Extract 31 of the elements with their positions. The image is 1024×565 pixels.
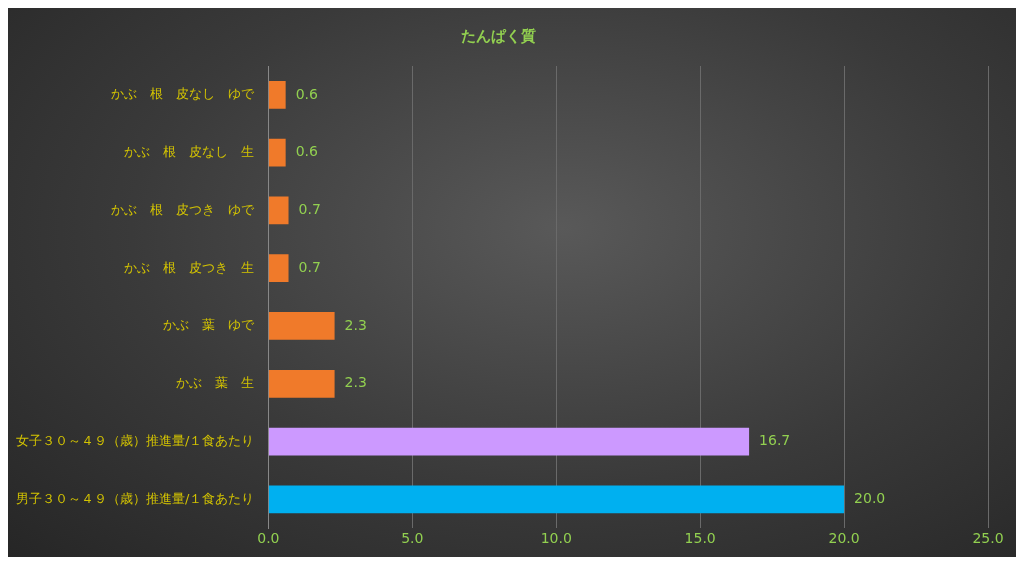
data-label: 16.7 — [759, 432, 791, 449]
data-label: 0.6 — [295, 143, 319, 160]
bar — [268, 427, 750, 456]
bar — [268, 312, 335, 340]
bar — [268, 485, 845, 514]
bar — [268, 254, 289, 283]
y-tick-label: かぶ 根 皮なし ゆで — [111, 86, 256, 102]
bar — [268, 196, 289, 225]
x-tick-label: 10.0 — [540, 530, 572, 547]
bar — [268, 138, 286, 167]
y-tick-label: かぶ 葉 生 — [176, 375, 255, 391]
x-tick-label: 5.0 — [401, 530, 424, 547]
data-label: 0.7 — [298, 201, 321, 218]
bar — [268, 369, 335, 398]
data-label: 0.6 — [295, 85, 319, 102]
chart-title: たんぱく質 — [460, 26, 536, 45]
data-label: 2.3 — [344, 374, 367, 391]
data-label: 0.7 — [298, 258, 321, 275]
y-tick-label: かぶ 根 皮つき 生 — [124, 259, 255, 275]
y-tick-label: 男子３０～４９（歳）推進量/１食あたり — [15, 490, 255, 506]
y-tick-label: 女子３０～４９（歳）推進量/１食あたり — [15, 432, 255, 448]
x-tick-label: 0.0 — [257, 530, 280, 547]
y-tick-label: かぶ 根 皮なし 生 — [124, 144, 255, 160]
data-label: 2.3 — [344, 316, 367, 333]
y-tick-label: かぶ 葉 ゆで — [163, 317, 256, 333]
x-tick-label: 15.0 — [684, 530, 716, 547]
y-tick-label: かぶ 根 皮つき ゆで — [111, 201, 256, 217]
x-tick-label: 20.0 — [828, 530, 860, 547]
data-label: 20.0 — [854, 489, 886, 506]
x-tick-label: 25.0 — [972, 530, 1004, 547]
bar — [268, 81, 286, 109]
